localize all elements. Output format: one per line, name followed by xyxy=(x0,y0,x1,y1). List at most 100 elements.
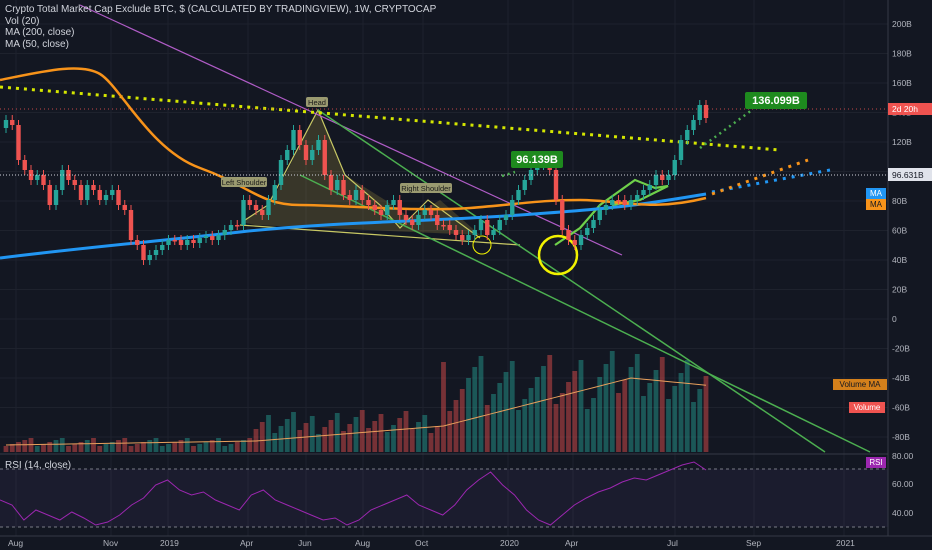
svg-text:96.631B: 96.631B xyxy=(892,170,924,180)
candle-body xyxy=(366,200,371,205)
ma-50-tag: MA xyxy=(866,199,886,210)
callout-high[interactable]: 136.099B xyxy=(745,92,807,109)
time-tick-label: 2020 xyxy=(500,538,519,548)
volume-bar xyxy=(203,442,209,452)
candle-body xyxy=(410,220,415,225)
volume-bar xyxy=(403,411,409,452)
candle-body xyxy=(91,185,96,190)
candle-body xyxy=(485,220,490,235)
small-circle-marker xyxy=(472,235,492,255)
svg-text:MA: MA xyxy=(870,200,883,209)
candle-body xyxy=(197,238,202,243)
candle-body xyxy=(497,220,502,230)
candle-body xyxy=(403,215,409,220)
svg-text:Head: Head xyxy=(308,98,326,107)
indicator-volume[interactable]: Vol (20) xyxy=(5,15,40,27)
yellow-dotted-resistance xyxy=(0,85,781,152)
rsi-legend[interactable]: RSI (14, close) xyxy=(5,460,72,471)
svg-text:96.139B: 96.139B xyxy=(516,154,558,166)
volume-bar xyxy=(441,362,446,452)
candle-body xyxy=(428,210,434,215)
candle-body xyxy=(116,190,121,205)
volume-ma-tag: Volume MA xyxy=(833,379,887,390)
candle-body xyxy=(178,240,184,245)
price-tick-label: 200B xyxy=(892,19,912,29)
candle-body xyxy=(566,230,571,240)
candle-body xyxy=(616,200,621,202)
price-scale[interactable]: 200B180B160B140B120B100B80B60B40B20B0-20… xyxy=(887,0,932,550)
current-price-tag: 96.631B xyxy=(888,168,932,181)
left-shoulder-label[interactable]: Left Shoulder xyxy=(221,177,267,187)
volume-bar xyxy=(603,364,609,452)
price-tick-label: -60B xyxy=(892,403,910,413)
candle-body xyxy=(66,170,71,180)
volume-bar xyxy=(3,446,9,452)
candle-body xyxy=(228,225,234,230)
candle-body xyxy=(166,240,171,245)
candle-body xyxy=(572,240,577,245)
candle-body xyxy=(35,175,40,180)
price-tick-label: -20B xyxy=(892,344,910,354)
candle-body xyxy=(185,240,190,245)
callout-low[interactable]: 96.139B xyxy=(511,151,563,168)
volume-bar xyxy=(384,432,390,452)
volume-bar xyxy=(378,414,384,452)
rsi-tick-label: 60.00 xyxy=(892,479,914,489)
candle-body xyxy=(647,185,652,190)
time-axis[interactable]: Aug Nov 2019 Apr Jun Aug Oct 2020 Apr Jul Sep 2021 xyxy=(0,535,932,548)
candle-body xyxy=(460,235,465,240)
candle-body xyxy=(103,195,109,200)
candle-body xyxy=(253,205,259,210)
candle-body xyxy=(478,220,484,230)
candle-body xyxy=(272,185,277,200)
volume-bar xyxy=(366,428,371,452)
volume-bar xyxy=(322,427,328,452)
candle-body xyxy=(203,236,209,238)
volume-bar xyxy=(266,415,271,452)
time-tick-label: 2019 xyxy=(160,538,179,548)
candle-body xyxy=(697,105,702,120)
volume-bar xyxy=(153,438,159,452)
volume-bar xyxy=(428,433,434,452)
price-tick-label: 180B xyxy=(892,49,912,59)
chart-title[interactable]: Crypto Total Market Cap Exclude BTC, $ (… xyxy=(5,4,437,15)
volume-bar xyxy=(484,405,490,452)
candle-body xyxy=(466,235,471,240)
candle-body xyxy=(128,210,134,240)
candle-body xyxy=(391,200,396,205)
svg-text:RSI: RSI xyxy=(869,458,882,467)
head-label[interactable]: Head xyxy=(306,97,328,107)
candle-body xyxy=(553,170,559,200)
bottom-circle-marker xyxy=(537,234,579,276)
volume-bar xyxy=(597,377,603,452)
candle-body xyxy=(516,190,521,200)
volume-bar xyxy=(222,446,228,452)
volume-bar xyxy=(41,444,46,452)
indicator-ma-200[interactable]: MA (200, close) xyxy=(5,27,75,38)
candle-body xyxy=(347,195,352,200)
right-shoulder-label[interactable]: Right Shoulder xyxy=(400,183,452,193)
candle-body xyxy=(435,215,440,225)
volume-bar xyxy=(697,389,703,452)
green-rally-path xyxy=(554,178,669,246)
volume-bar xyxy=(66,446,71,452)
volume-bar xyxy=(578,360,584,452)
candle-body xyxy=(628,200,634,205)
candle-body xyxy=(297,130,302,145)
candle-body xyxy=(660,175,665,180)
time-tick-label: Oct xyxy=(415,538,429,548)
candle-body xyxy=(560,200,565,230)
volume-bar xyxy=(647,383,653,452)
volume-bar xyxy=(191,446,196,452)
volume-bar xyxy=(328,420,334,452)
candle-body xyxy=(522,180,527,190)
volume-bar xyxy=(247,438,253,452)
volume-bar xyxy=(134,444,140,452)
time-tick-label: Jun xyxy=(298,538,312,548)
volume-bar xyxy=(472,367,478,452)
volume-bar xyxy=(228,444,234,452)
volume-ma-line xyxy=(5,377,707,446)
indicator-ma-50[interactable]: MA (50, close) xyxy=(5,38,69,50)
